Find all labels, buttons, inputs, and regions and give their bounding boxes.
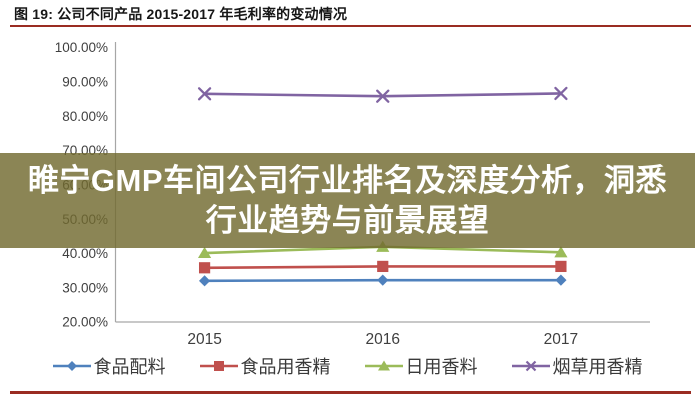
legend-x-icon <box>511 360 550 372</box>
data-point-x-marker <box>554 86 568 101</box>
chart-legend: 食品配料 食品用香精 日用香料 烟草用香精 <box>0 353 695 379</box>
legend-marker-shape <box>377 360 390 371</box>
y-axis-tick-label: 20.00% <box>62 315 108 330</box>
legend-triangle-icon <box>364 360 403 371</box>
legend-marker-shape <box>66 361 77 371</box>
y-axis-tick-label: 40.00% <box>62 246 108 261</box>
legend-label: 食品用香精 <box>240 357 331 377</box>
title-divider-rule <box>10 25 691 27</box>
watermark-text-line1: 睢宁GMP车间公司行业排名及深度分析，洞悉 <box>27 162 668 198</box>
legend-square-icon <box>199 361 238 371</box>
data-point-diamond-marker <box>198 275 211 287</box>
data-point-x-marker <box>197 87 212 101</box>
figure-title: 图 19: 公司不同产品 2015-2017 年毛利率的变动情况 <box>14 6 348 22</box>
x-axis-tick-label: 2016 <box>366 331 400 348</box>
data-point-diamond-marker <box>377 274 389 286</box>
data-point-triangle-marker <box>554 246 568 258</box>
legend-diamond-icon <box>52 361 91 371</box>
x-axis-tick-label: 2017 <box>544 331 578 348</box>
legend-item[interactable]: 食品用香精 <box>199 353 331 379</box>
data-point-square-marker <box>555 260 567 273</box>
watermark-overlay: 睢宁GMP车间公司行业排名及深度分析，洞悉 行业趋势与前景展望 <box>0 153 695 248</box>
data-point-diamond-marker <box>555 274 567 286</box>
y-axis-tick-label: 90.00% <box>62 75 108 90</box>
legend-item[interactable]: 日用香料 <box>364 353 478 379</box>
legend-marker-shape <box>213 361 224 371</box>
y-axis-tick-label: 30.00% <box>62 280 108 295</box>
data-point-x-marker <box>376 89 390 103</box>
y-axis-tick-label: 100.00% <box>55 40 108 55</box>
legend-item[interactable]: 烟草用香精 <box>511 353 643 379</box>
data-point-square-marker <box>198 262 211 274</box>
data-point-square-marker <box>377 260 389 273</box>
legend-label: 食品配料 <box>93 357 166 377</box>
x-axis-tick-label: 2015 <box>187 331 221 348</box>
y-axis-tick-label: 80.00% <box>62 109 108 124</box>
legend-marker-shape <box>525 360 536 372</box>
watermark-text-line2: 行业趋势与前景展望 <box>205 202 490 238</box>
bottom-divider-rule <box>10 391 691 394</box>
legend-label: 烟草用香精 <box>552 357 643 377</box>
legend-item[interactable]: 食品配料 <box>52 353 166 379</box>
legend-label: 日用香料 <box>405 357 478 377</box>
data-point-triangle-marker <box>197 246 212 259</box>
